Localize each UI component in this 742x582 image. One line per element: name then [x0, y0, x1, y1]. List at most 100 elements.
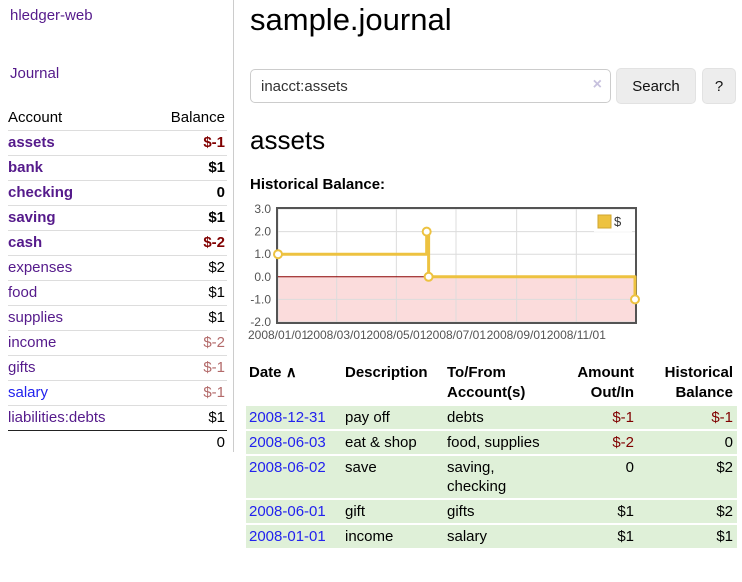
search-form: × Search ?: [250, 68, 742, 104]
accounts-cell: salary: [444, 525, 574, 548]
account-balance: $-1: [203, 134, 225, 151]
register-col-amount: Amount Out/In: [577, 364, 634, 401]
accounts-total-value: 0: [146, 430, 227, 455]
accounts-cell: debts: [444, 406, 574, 429]
svg-text:$: $: [614, 214, 622, 229]
date-link[interactable]: 2008-06-02: [249, 459, 326, 476]
description-cell: save: [342, 456, 444, 498]
account-row: assets $-1: [8, 130, 227, 156]
svg-text:-2.0: -2.0: [250, 315, 271, 329]
clear-search-icon[interactable]: ×: [592, 76, 602, 93]
register-col-accounts: To/From Account(s): [447, 364, 526, 401]
search-button[interactable]: Search: [616, 68, 696, 104]
account-row: supplies $1: [8, 305, 227, 331]
account-link-food[interactable]: food: [8, 284, 38, 301]
balance-cell: $-1: [638, 406, 737, 429]
search-input[interactable]: [250, 69, 611, 103]
account-row: salary $-1: [8, 380, 227, 406]
sort-asc-icon: ∧: [285, 364, 297, 381]
description-cell: eat & shop: [342, 431, 444, 454]
svg-text:2008/07/01: 2008/07/01: [426, 328, 486, 342]
description-cell: pay off: [342, 406, 444, 429]
account-link-saving[interactable]: saving: [8, 209, 56, 226]
amount-cell: $1: [574, 500, 638, 523]
date-link[interactable]: 2008-01-01: [249, 528, 326, 545]
account-row: cash $-2: [8, 230, 227, 256]
account-link-expenses[interactable]: expenses: [8, 259, 73, 276]
brand-link[interactable]: hledger-web: [10, 7, 93, 24]
register-row: 2008-12-31 pay off debts $-1 $-1: [246, 406, 737, 429]
register-row: 2008-06-03 eat & shop food, supplies $-2…: [246, 431, 737, 454]
svg-text:2008/11/01: 2008/11/01: [547, 328, 606, 342]
balance-cell: $2: [638, 500, 737, 523]
account-link-liabilities-debts[interactable]: liabilities:debts: [8, 409, 106, 426]
svg-text:2.0: 2.0: [254, 225, 271, 239]
accounts-cell: food, supplies: [444, 431, 574, 454]
balance-cell: 0: [638, 431, 737, 454]
account-link-cash[interactable]: cash: [8, 234, 43, 251]
account-row: food $1: [8, 280, 227, 306]
svg-text:2008/09/01: 2008/09/01: [487, 328, 547, 342]
account-row: gifts $-1: [8, 355, 227, 381]
account-link-bank[interactable]: bank: [8, 159, 44, 176]
svg-text:2008/01/01: 2008/01/01: [248, 328, 308, 342]
register-header-row: Date ∧ Description To/From Account(s) Amo…: [246, 362, 737, 404]
account-row: expenses $2: [8, 255, 227, 281]
svg-text:2008/03/01: 2008/03/01: [307, 328, 367, 342]
account-row: checking 0: [8, 180, 227, 206]
accounts-col-balance: Balance: [170, 109, 225, 126]
account-link-assets[interactable]: assets: [8, 134, 55, 151]
account-link-supplies[interactable]: supplies: [8, 309, 64, 326]
accounts-table: Account Balance assets $-1 bank $1 checkin…: [8, 106, 227, 455]
account-row: bank $1: [8, 155, 227, 181]
account-balance: $-2: [203, 334, 225, 351]
balance-cell: $2: [638, 456, 737, 498]
chart-canvas[interactable]: 3.0 2.0 1.0 0.0 -1.0 -2.02008/01/012008/03/01…: [243, 203, 643, 344]
description-cell: gift: [342, 500, 444, 523]
svg-text:-1.0: -1.0: [250, 292, 271, 306]
svg-text:3.0: 3.0: [254, 203, 271, 216]
amount-cell: $1: [574, 525, 638, 548]
svg-text:0.0: 0.0: [254, 270, 271, 284]
svg-text:2008/05/01: 2008/05/01: [366, 328, 426, 342]
account-balance: $2: [208, 259, 225, 276]
balance-chart: 3.0 2.0 1.0 0.0 -1.0 -2.0 2008/01/01 2008/03/01…: [243, 203, 643, 344]
register-row: 2008-01-01 income salary $1 $1: [246, 525, 737, 548]
accounts-cell: saving, checking: [444, 456, 574, 498]
account-balance: $1: [208, 209, 225, 226]
amount-cell: 0: [574, 456, 638, 498]
register-col-date: Date ∧: [249, 364, 297, 381]
register-col-balance: Historical Balance: [664, 364, 733, 401]
balance-cell: $1: [638, 525, 737, 548]
account-balance: 0: [216, 184, 225, 201]
help-button[interactable]: ?: [702, 68, 736, 104]
account-link-income[interactable]: income: [8, 334, 57, 351]
accounts-total-row: 0: [8, 430, 227, 455]
account-heading: assets: [250, 125, 326, 155]
account-link-gifts[interactable]: gifts: [8, 359, 36, 376]
account-balance: $1: [208, 284, 225, 301]
register-row: 2008-06-01 gift gifts $1 $2: [246, 500, 737, 523]
accounts-header-row: Account Balance: [8, 106, 227, 131]
account-balance: $-1: [203, 384, 225, 401]
date-link[interactable]: 2008-06-01: [249, 503, 326, 520]
account-link-salary[interactable]: salary: [8, 384, 49, 401]
page-title: sample.journal: [250, 2, 452, 37]
accounts-col-account: Account: [8, 109, 63, 126]
sidebar-item-journal[interactable]: Journal: [10, 65, 60, 82]
svg-text:1.0: 1.0: [254, 247, 271, 261]
account-row: income $-2: [8, 330, 227, 356]
register-col-description: Description: [345, 364, 428, 381]
main-pane: sample.journal × Search ? assets Histori…: [246, 0, 742, 582]
account-balance: $-2: [203, 234, 225, 251]
register-row: 2008-06-02 save saving, checking 0 $2: [246, 456, 737, 498]
account-link-checking[interactable]: checking: [8, 184, 74, 201]
date-link[interactable]: 2008-12-31: [249, 409, 326, 426]
register-table: Date ∧ Description To/From Account(s) Amo…: [246, 360, 737, 550]
account-balance: $1: [208, 159, 225, 176]
date-link[interactable]: 2008-06-03: [249, 434, 326, 451]
account-balance: $1: [208, 309, 225, 326]
amount-cell: $-2: [574, 431, 638, 454]
chart-title: Historical Balance:: [250, 176, 386, 193]
account-row: saving $1: [8, 205, 227, 231]
